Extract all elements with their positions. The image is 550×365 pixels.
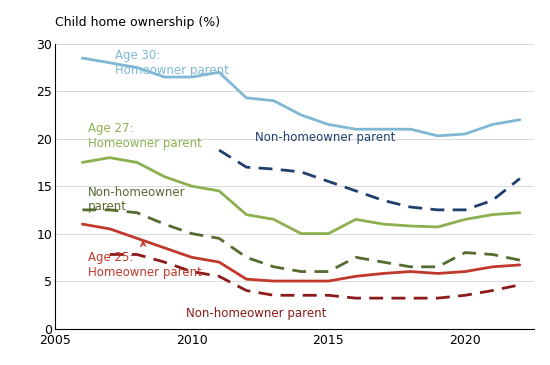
Text: Age 30:: Age 30: <box>115 49 161 62</box>
Text: Non-homeowner parent: Non-homeowner parent <box>186 307 327 320</box>
Text: Age 25:
Homeowner parent: Age 25: Homeowner parent <box>88 242 202 279</box>
Text: Age 27:: Age 27: <box>88 122 133 135</box>
Text: Homeowner parent: Homeowner parent <box>88 137 202 150</box>
Text: Child home ownership (%): Child home ownership (%) <box>55 16 220 30</box>
Text: parent: parent <box>88 200 127 214</box>
Text: Homeowner parent: Homeowner parent <box>115 64 229 77</box>
Text: Non-homeowner parent: Non-homeowner parent <box>255 131 395 144</box>
Text: Non-homeowner: Non-homeowner <box>88 186 185 199</box>
